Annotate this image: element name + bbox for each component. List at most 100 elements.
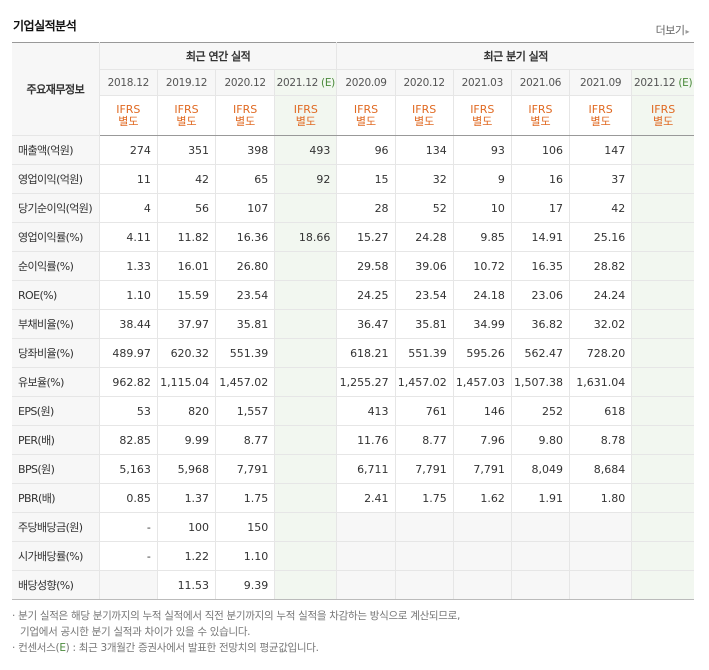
annual-value: 18.66 — [274, 222, 338, 252]
quarter-value — [510, 541, 571, 571]
period-header: 2020.09 — [336, 69, 396, 96]
annual-value — [274, 338, 338, 368]
row-label: 주당배당금(원) — [12, 512, 100, 542]
quarter-value: 39.06 — [394, 251, 454, 281]
footnotes: · 분기 실적은 해당 분기까지의 누적 실적에서 직전 분기까지의 누적 실적… — [12, 608, 460, 656]
row-label: 시가배당률(%) — [12, 541, 100, 571]
annual-value: 65 — [215, 164, 276, 194]
annual-value: 15.59 — [156, 280, 217, 310]
quarter-value — [394, 570, 454, 600]
quarter-value: 1,457.03 — [452, 367, 512, 397]
row-label: 당좌비율(%) — [12, 338, 100, 368]
annual-value: 16.36 — [215, 222, 276, 252]
period-label: 2021.03 — [461, 76, 504, 89]
quarter-value: 1.75 — [394, 483, 454, 513]
quarter-value: 23.06 — [510, 280, 571, 310]
quarter-value: 24.25 — [336, 280, 396, 310]
separate-label: 별도 — [176, 114, 197, 128]
quarter-value: 618 — [569, 396, 633, 426]
quarter-value: 93 — [452, 135, 512, 165]
annual-value: 820 — [156, 396, 217, 426]
period-label: 2020.12 — [403, 76, 445, 89]
accounting-standard: IFRS 별도 — [99, 95, 158, 136]
quarter-value: 15.27 — [336, 222, 396, 252]
annual-value: 398 — [215, 135, 276, 165]
row-label: 매출액(억원) — [12, 135, 100, 165]
row-label: 당기순이익(억원) — [12, 193, 100, 223]
table-row: BPS(원) 5,163 5,968 7,791 6,711 7,791 7,791 8,04… — [12, 454, 694, 484]
quarter-value — [631, 193, 694, 223]
ifrs-label: IFRS — [353, 102, 379, 116]
annual-value: 0.85 — [98, 483, 158, 513]
period-header: 2019.12 — [156, 69, 217, 96]
quarter-value: 7.96 — [452, 425, 512, 455]
row-label: EPS(원) — [12, 396, 100, 426]
annual-value: 1.22 — [156, 541, 217, 571]
annual-value — [274, 251, 338, 281]
footnote-2-suffix: ) : 최근 3개월간 증권사에서 발표한 전망치의 평균값입니다. — [65, 642, 319, 654]
quarter-value: 23.54 — [394, 280, 454, 310]
period-label: 2021.06 — [519, 76, 562, 89]
table-row: 배당성향(%) 11.53 9.39 — [12, 570, 694, 600]
quarter-value — [452, 570, 512, 600]
annual-value: 5,968 — [156, 454, 217, 484]
annual-value: 38.44 — [98, 309, 158, 339]
annual-value: 1,557 — [215, 396, 276, 426]
quarter-value — [631, 280, 694, 310]
quarter-value: 34.99 — [452, 309, 512, 339]
annual-value: 9.99 — [156, 425, 217, 455]
financial-table: 주요재무정보 최근 연간 실적 최근 분기 실적 2018.12 2019.12 2020… — [12, 42, 694, 600]
separate-label: 별도 — [652, 114, 674, 128]
period-label: 2018.12 — [107, 76, 150, 89]
table-row: 당좌비율(%) 489.97 620.32 551.39 618.21 551.39 595… — [12, 338, 694, 368]
table-row: 당기순이익(억원) 4 56 107 28 52 10 17 42 — [12, 193, 694, 223]
annual-value: 620.32 — [156, 338, 217, 368]
footnote-2-prefix: 컨센서스( — [18, 642, 60, 654]
estimate-mark: (E) — [321, 76, 335, 89]
quarter-value — [394, 541, 454, 571]
quarter-value: 413 — [336, 396, 396, 426]
annual-value — [274, 483, 338, 513]
table-row: 영업이익(억원) 11 42 65 92 15 32 9 16 37 — [12, 164, 694, 194]
quarter-value: 32.02 — [569, 309, 633, 339]
period-header: 2021.03 — [452, 69, 512, 96]
table-row: PBR(배) 0.85 1.37 1.75 2.41 1.75 1.62 1.91 1.80 — [12, 483, 694, 513]
more-link[interactable]: 더보기▸ — [656, 22, 690, 38]
accounting-standard: IFRS 별도 — [510, 95, 571, 136]
quarter-value: 7,791 — [394, 454, 454, 484]
quarter-value — [394, 512, 454, 542]
quarter-value: 16.35 — [510, 251, 571, 281]
quarter-value: 147 — [569, 135, 633, 165]
quarter-value: 1.80 — [569, 483, 633, 513]
table-row: EPS(원) 53 820 1,557 413 761 146 252 618 — [12, 396, 694, 426]
annual-value: 100 — [156, 512, 217, 542]
quarter-value: 11.76 — [336, 425, 396, 455]
separate-label: 별도 — [414, 114, 435, 128]
footnote-1: · 분기 실적은 해당 분기까지의 누적 실적에서 직전 분기까지의 누적 실적… — [12, 610, 461, 622]
quarter-value — [510, 570, 571, 600]
table-row: 순이익률(%) 1.33 16.01 26.80 29.58 39.06 10.72 16.3… — [12, 251, 694, 281]
annual-value: 1.37 — [156, 483, 217, 513]
quarter-value: 1,507.38 — [510, 367, 571, 397]
annual-value: 5,163 — [98, 454, 158, 484]
annual-value — [274, 541, 338, 571]
ifrs-label: IFRS — [174, 102, 199, 116]
table-corner-label: 주요재무정보 — [12, 42, 100, 136]
quarter-value — [336, 570, 396, 600]
separate-label: 별도 — [590, 114, 611, 128]
quarter-value: 9.85 — [452, 222, 512, 252]
row-label: ROE(%) — [12, 280, 100, 310]
quarter-value: 8.78 — [569, 425, 633, 455]
estimate-mark: (E) — [678, 76, 693, 89]
quarter-value — [631, 164, 694, 194]
quarter-value: 96 — [336, 135, 396, 165]
annual-value: 9.39 — [215, 570, 276, 600]
annual-value: - — [98, 512, 158, 542]
quarter-value: 28 — [336, 193, 396, 223]
annual-value: 351 — [156, 135, 217, 165]
annual-value — [274, 454, 338, 484]
quarter-value: 25.16 — [569, 222, 633, 252]
annual-value — [274, 396, 338, 426]
quarter-value: 1,255.27 — [336, 367, 396, 397]
quarter-value: 10 — [452, 193, 512, 223]
